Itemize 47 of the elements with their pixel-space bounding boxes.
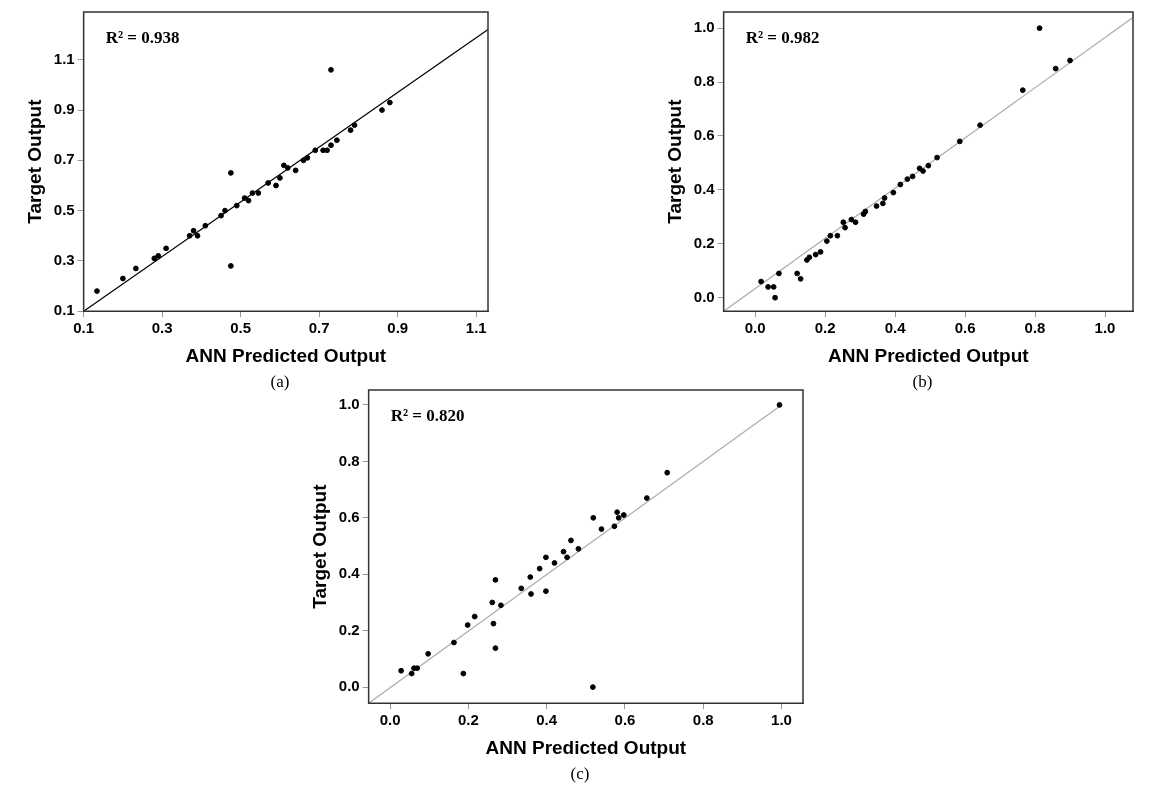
y-tick-label: 1.0 <box>693 18 715 36</box>
y-tick-label: 0.2 <box>693 233 715 251</box>
y-tick-label: 0.6 <box>338 507 360 525</box>
x-axis-title: ANN Predicted Output <box>185 344 387 366</box>
x-tick-label: 0.8 <box>1024 319 1046 337</box>
x-tick-label: 0.5 <box>230 319 252 337</box>
annotation: R² = 0.938 <box>105 27 180 47</box>
y-tick-label: 0.6 <box>693 126 715 144</box>
x-axis-title: ANN Predicted Output <box>485 736 687 758</box>
y-tick-label: 0.0 <box>693 287 715 305</box>
y-axis-title: Target Output <box>308 483 330 609</box>
x-tick-label: 0.2 <box>458 711 479 729</box>
x-tick-label: 1.0 <box>771 711 792 729</box>
y-tick-label: 0.5 <box>53 200 75 218</box>
x-tick-label: 0.6 <box>954 319 976 337</box>
x-tick-label: 0.0 <box>744 319 766 337</box>
x-tick-label: 0.7 <box>308 319 330 337</box>
y-tick-label: 0.3 <box>53 251 75 269</box>
y-axis-title: Target Output <box>23 98 45 224</box>
x-axis-title: ANN Predicted Output <box>828 344 1030 366</box>
x-tick-label: 0.3 <box>151 319 173 337</box>
x-tick-label: 0.0 <box>379 711 401 729</box>
x-tick-label: 0.4 <box>536 711 558 729</box>
x-tick-label: 0.6 <box>614 711 636 729</box>
text: (c) <box>569 764 591 784</box>
y-tick-label: 0.4 <box>693 180 716 198</box>
text: (a) <box>269 372 291 392</box>
y-tick-label: 0.8 <box>338 451 360 469</box>
y-tick-label: 1.1 <box>53 49 75 67</box>
y-tick-label: 0.7 <box>53 150 75 168</box>
y-tick-label: 0.1 <box>53 301 75 319</box>
y-tick-label: 0.9 <box>53 100 75 118</box>
y-tick-label: 0.8 <box>693 72 715 90</box>
x-tick-label: 0.1 <box>73 319 95 337</box>
y-tick-label: 0.0 <box>338 677 360 695</box>
y-tick-label: 0.4 <box>338 564 361 582</box>
annotation: R² = 0.982 <box>745 27 820 47</box>
x-tick-label: 0.2 <box>814 319 836 337</box>
y-axis-title: Target Output <box>663 98 685 224</box>
y-tick-label: 0.2 <box>338 620 360 638</box>
x-tick-label: 0.9 <box>387 319 409 337</box>
x-tick-label: 0.4 <box>884 319 907 337</box>
y-tick-label: 1.0 <box>338 395 360 413</box>
x-tick-label: 1.1 <box>465 319 487 337</box>
text: (b) <box>911 372 934 392</box>
x-tick-label: 1.0 <box>1094 319 1116 337</box>
annotation: R² = 0.820 <box>390 405 465 425</box>
